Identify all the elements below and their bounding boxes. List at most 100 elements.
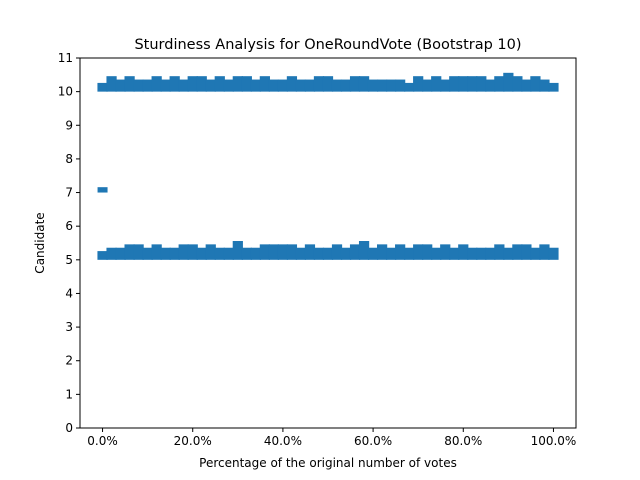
data-point <box>377 244 388 260</box>
data-point <box>277 244 289 260</box>
data-point <box>241 76 252 92</box>
y-tick-label: 10 <box>58 85 73 99</box>
data-point <box>422 79 433 92</box>
plot-frame <box>79 57 577 429</box>
data-point <box>322 247 334 260</box>
data-point <box>503 72 514 92</box>
data-point <box>250 247 261 260</box>
data-point <box>268 79 279 92</box>
data-point <box>286 76 298 92</box>
data-point <box>431 76 442 92</box>
data-point <box>539 244 550 260</box>
series-band-10 <box>97 72 559 92</box>
x-tick-label: 20.0% <box>174 434 212 448</box>
data-point <box>151 76 162 92</box>
data-point <box>205 79 216 92</box>
data-point <box>458 244 469 260</box>
x-tick-label: 40.0% <box>264 434 302 448</box>
data-point <box>196 76 207 92</box>
data-point <box>467 76 478 92</box>
x-tick-label: 80.0% <box>444 434 482 448</box>
data-point <box>187 244 198 260</box>
data-point <box>268 244 279 260</box>
data-point <box>133 244 144 260</box>
data-point <box>295 79 307 92</box>
data-point <box>223 79 234 92</box>
data-point <box>331 244 343 260</box>
data-point <box>395 79 406 92</box>
data-point <box>214 76 225 92</box>
data-point <box>97 251 108 260</box>
data-point <box>548 82 559 92</box>
x-axis: 0.0% 20.0% 40.0% 60.0% 80.0% 100.0% <box>87 428 576 448</box>
data-point <box>367 247 379 260</box>
y-tick-label: 3 <box>65 320 73 334</box>
data-point <box>250 79 261 92</box>
data-point <box>286 244 298 260</box>
data-point <box>512 76 523 92</box>
data-point <box>232 241 243 260</box>
series-band-7 <box>97 187 108 193</box>
data-point <box>386 247 397 260</box>
data-point <box>97 82 108 92</box>
data-point <box>169 76 180 92</box>
data-point <box>295 247 307 260</box>
data-point <box>458 76 469 92</box>
data-point <box>404 82 415 92</box>
data-point <box>277 79 289 92</box>
data-point <box>169 247 180 260</box>
y-tick-label: 9 <box>65 118 73 132</box>
x-tick-label: 100.0% <box>531 434 577 448</box>
data-point <box>331 79 343 92</box>
data-point <box>160 79 171 92</box>
data-point <box>548 247 559 260</box>
data-point <box>386 79 397 92</box>
data-point <box>440 244 451 260</box>
data-point <box>530 247 541 260</box>
data-point <box>304 79 316 92</box>
data-point <box>395 244 406 260</box>
series-band-5 <box>97 241 559 260</box>
y-tick-label: 0 <box>65 421 73 435</box>
data-point <box>349 76 361 92</box>
data-point <box>313 247 325 260</box>
data-point <box>530 76 541 92</box>
data-point <box>241 247 252 260</box>
y-axis-label: Candidate <box>33 212 47 273</box>
data-point <box>97 187 108 193</box>
data-point <box>124 244 135 260</box>
y-tick-label: 7 <box>65 186 73 200</box>
data-point <box>358 76 370 92</box>
data-point <box>340 79 352 92</box>
data-point <box>106 247 117 260</box>
plot-marks <box>97 72 559 260</box>
data-point <box>367 79 379 92</box>
data-point <box>115 247 126 260</box>
data-point <box>467 247 478 260</box>
y-tick-label: 11 <box>58 51 73 65</box>
data-point <box>259 244 270 260</box>
data-point <box>340 247 352 260</box>
data-point <box>494 76 505 92</box>
y-axis: 0 1 2 3 4 5 6 7 8 9 10 11 <box>58 51 80 435</box>
data-point <box>521 79 532 92</box>
data-point <box>142 247 153 260</box>
x-tick-label: 0.0% <box>87 434 118 448</box>
data-point <box>178 244 189 260</box>
y-tick-label: 8 <box>65 152 73 166</box>
data-point <box>313 76 325 92</box>
data-point <box>503 247 514 260</box>
chart-title: Sturdiness Analysis for OneRoundVote (Bo… <box>134 37 521 53</box>
data-point <box>214 247 225 260</box>
y-tick-label: 4 <box>65 286 73 300</box>
data-point <box>187 76 198 92</box>
data-point <box>223 247 234 260</box>
y-tick-label: 2 <box>65 354 73 368</box>
x-tick-label: 60.0% <box>354 434 392 448</box>
data-point <box>205 244 216 260</box>
data-point <box>322 76 334 92</box>
data-point <box>196 247 207 260</box>
data-point <box>133 79 144 92</box>
